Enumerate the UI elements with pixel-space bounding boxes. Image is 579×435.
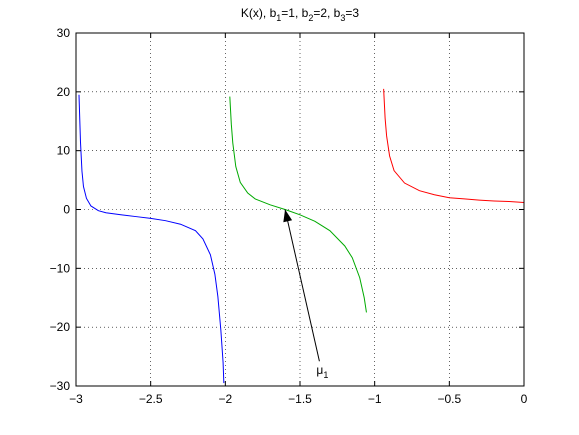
y-tick-label: −30: [50, 379, 71, 393]
ticks: −3 −2.5 −2 −1.5 −1 −0.5 0 −30 −20 −10 0 10 20 30: [50, 26, 528, 406]
title-subscript: 1: [276, 13, 281, 23]
series-line-3: [383, 88, 525, 203]
title-text: =3: [345, 6, 359, 20]
title-subscript: 3: [340, 13, 345, 23]
title-subscript: 2: [308, 13, 313, 23]
title-text: =1, b: [281, 6, 308, 20]
x-tick-label: −2.5: [139, 392, 163, 406]
y-tick-label: 30: [57, 26, 71, 40]
x-tick-label: −0.5: [437, 392, 461, 406]
x-tick-label: −2: [218, 392, 232, 406]
y-tick-label: −10: [50, 261, 71, 275]
x-tick-label: −1.5: [288, 392, 312, 406]
y-tick-label: 0: [63, 203, 70, 217]
grid: [76, 33, 524, 386]
y-tick-label: 20: [57, 85, 71, 99]
x-tick-label: −1: [368, 392, 382, 406]
x-tick-label: 0: [521, 392, 528, 406]
annotation-group: μ1: [283, 209, 328, 380]
x-tick-label: −3: [69, 392, 83, 406]
annotation-arrow-head: [283, 209, 293, 223]
y-tick-label: 10: [57, 144, 71, 158]
series-line-1: [78, 94, 225, 384]
annotation-label: μ1: [316, 363, 328, 380]
title-text: =2, b: [313, 6, 340, 20]
chart-title: K(x), b1=1, b2=2, b3=3: [241, 6, 359, 23]
title-text: K(x), b: [241, 6, 277, 20]
y-tick-label: −20: [50, 320, 71, 334]
annotation-arrow-line: [284, 209, 320, 362]
